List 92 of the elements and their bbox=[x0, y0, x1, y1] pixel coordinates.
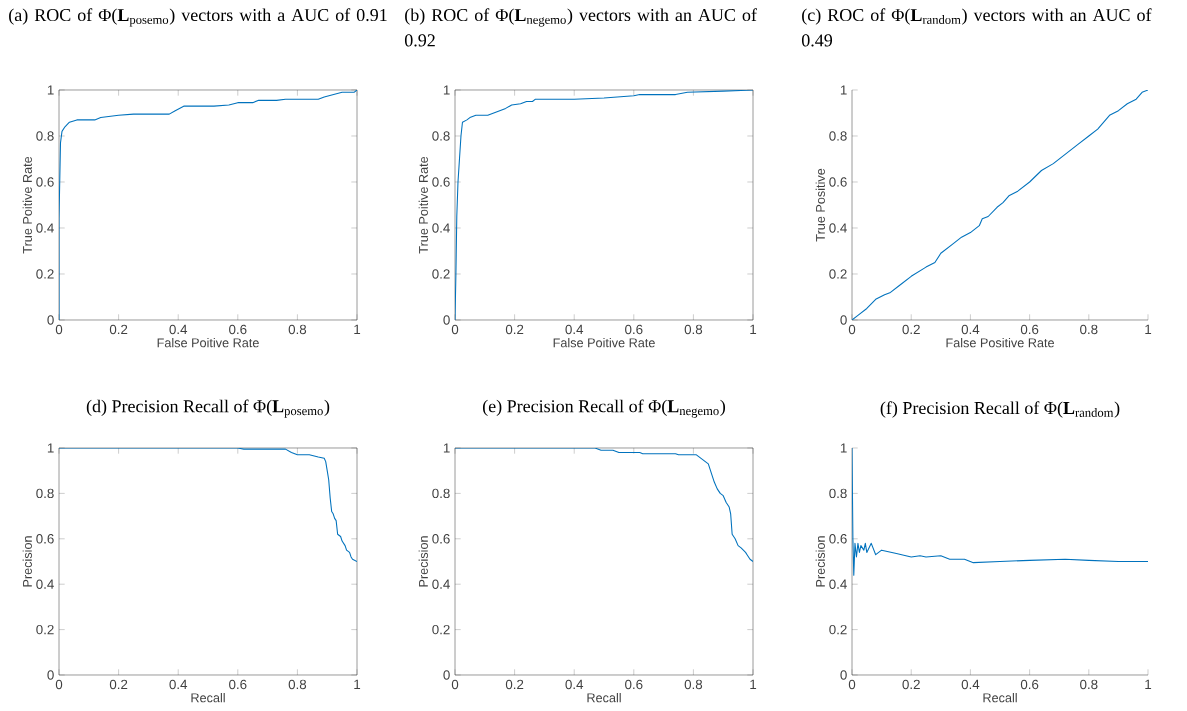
line-series bbox=[59, 447, 357, 563]
x-tick-label: 0.4 bbox=[961, 679, 980, 690]
x-tick-label: 0.4 bbox=[565, 324, 584, 335]
chart-title: (b) ROC of Φ(L$_{negemo}$) vectors with an AUC of 0.92 bbox=[404, 8, 757, 47]
chart-title: (d) Precision Recall of Φ(L$_{posemo}$) bbox=[86, 399, 330, 418]
y-tick-label: 0.2 bbox=[432, 624, 450, 635]
y-tick-label: 0.8 bbox=[36, 488, 54, 499]
y-tick-label: 0.8 bbox=[432, 131, 450, 141]
y-tick-label: 0.2 bbox=[36, 624, 54, 635]
x-axis-title: Recall bbox=[983, 692, 1017, 703]
y-tick-label: 0.4 bbox=[829, 223, 847, 233]
y-tick-label: 1 bbox=[47, 443, 54, 453]
y-tick-label: 0.8 bbox=[829, 488, 847, 499]
y-tick-label: 0 bbox=[47, 670, 54, 680]
x-tick-label: 0 bbox=[451, 324, 459, 335]
x-tick-label: 0.8 bbox=[288, 679, 307, 690]
x-tick-label: 0.8 bbox=[288, 324, 307, 335]
y-tick-label: 0.6 bbox=[829, 177, 847, 187]
y-tick-label: 0.6 bbox=[36, 534, 54, 544]
x-tick-label: 1 bbox=[1145, 679, 1152, 689]
y-axis-title: True Poitive Rate bbox=[22, 156, 32, 254]
x-tick-label: 0 bbox=[55, 679, 63, 690]
x-tick-label: 0.6 bbox=[1020, 324, 1039, 335]
x-tick-label: 0.2 bbox=[902, 324, 920, 335]
y-tick-label: 0.4 bbox=[36, 223, 54, 233]
y-tick-label: 1 bbox=[840, 443, 847, 453]
y-tick-label: 0 bbox=[840, 315, 847, 325]
x-tick-label: 0.4 bbox=[169, 324, 188, 335]
y-axis-title: True Positive bbox=[815, 168, 825, 242]
y-tick-label: 0 bbox=[443, 315, 450, 325]
x-axis-title: Recall bbox=[587, 692, 621, 703]
y-tick-label: 0 bbox=[47, 315, 54, 325]
y-axis-title: Precision bbox=[815, 536, 825, 587]
y-tick-label: 1 bbox=[47, 85, 54, 95]
y-tick-label: 0.2 bbox=[432, 269, 450, 279]
x-tick-label: 1 bbox=[354, 679, 361, 689]
x-tick-label: 0 bbox=[55, 324, 63, 335]
x-tick-label: 0.2 bbox=[902, 679, 920, 690]
y-tick-label: 0.8 bbox=[36, 131, 54, 141]
chart-title: (f) Precision Recall of Φ(L$_{random}$) bbox=[880, 401, 1120, 418]
x-axis-title: False Positive Rate bbox=[946, 337, 1054, 348]
y-tick-label: 1 bbox=[840, 85, 847, 95]
x-tick-label: 0.8 bbox=[684, 324, 703, 335]
x-tick-label: 1 bbox=[354, 324, 361, 334]
y-tick-label: 0.6 bbox=[36, 177, 54, 187]
x-tick-label: 0.4 bbox=[169, 679, 188, 690]
y-tick-label: 0.6 bbox=[432, 177, 450, 187]
y-tick-label: 1 bbox=[443, 85, 450, 95]
x-tick-label: 0.2 bbox=[505, 324, 524, 335]
x-tick-label: 0.6 bbox=[1020, 679, 1039, 690]
x-tick-label: 0 bbox=[451, 679, 459, 690]
x-tick-label: 0.8 bbox=[1080, 324, 1098, 335]
x-tick-label: 0.8 bbox=[1080, 679, 1098, 690]
y-tick-label: 0.4 bbox=[432, 579, 450, 589]
x-axis-title: False Poitive Rate bbox=[157, 337, 259, 348]
x-tick-label: 0.2 bbox=[109, 324, 128, 335]
x-tick-label: 0.4 bbox=[565, 679, 584, 690]
chart-title: (a) ROC of Φ(L$_{posemo}$) vectors with a AUC of 0.91 bbox=[9, 8, 387, 27]
y-tick-label: 0.2 bbox=[829, 624, 847, 635]
y-tick-label: 1 bbox=[443, 443, 450, 453]
chart-title: (c) ROC of Φ(L$_{random}$) vectors with an AUC of 0.49 bbox=[801, 8, 1152, 47]
y-tick-label: 0.4 bbox=[829, 579, 847, 589]
y-axis-title: True Poitive Rate bbox=[418, 156, 428, 254]
y-tick-label: 0.8 bbox=[829, 131, 847, 141]
y-tick-label: 0 bbox=[443, 670, 450, 680]
x-tick-label: 0.6 bbox=[625, 679, 643, 690]
x-tick-label: 0 bbox=[848, 324, 856, 335]
x-tick-label: 0.2 bbox=[505, 679, 524, 690]
x-axis-title: False Poitive Rate bbox=[553, 337, 655, 348]
x-tick-label: 1 bbox=[750, 324, 757, 334]
y-tick-label: 0 bbox=[840, 670, 847, 680]
y-axis-title: Precision bbox=[22, 536, 32, 587]
x-tick-label: 0.6 bbox=[229, 679, 247, 690]
y-tick-label: 0.2 bbox=[36, 269, 54, 279]
y-tick-label: 0.4 bbox=[432, 223, 450, 233]
x-axis-title: Recall bbox=[191, 692, 225, 703]
y-tick-label: 0.6 bbox=[829, 534, 847, 544]
x-tick-label: 0.6 bbox=[625, 324, 643, 335]
x-tick-label: 1 bbox=[1145, 324, 1152, 334]
x-tick-label: 0.4 bbox=[961, 324, 980, 335]
y-tick-label: 0.2 bbox=[829, 269, 847, 279]
line-series bbox=[852, 90, 1149, 320]
x-tick-label: 0 bbox=[848, 679, 856, 690]
x-tick-label: 0.8 bbox=[684, 679, 703, 690]
y-tick-label: 0.6 bbox=[432, 534, 450, 544]
y-tick-label: 0.8 bbox=[432, 488, 450, 499]
x-tick-label: 0.6 bbox=[229, 324, 247, 335]
x-tick-label: 1 bbox=[750, 679, 757, 689]
y-axis-title: Precision bbox=[418, 536, 428, 587]
y-tick-label: 0.4 bbox=[36, 579, 54, 589]
x-tick-label: 0.2 bbox=[109, 679, 128, 690]
chart-title: (e) Precision Recall of Φ(L$_{negemo}$) bbox=[482, 399, 726, 418]
